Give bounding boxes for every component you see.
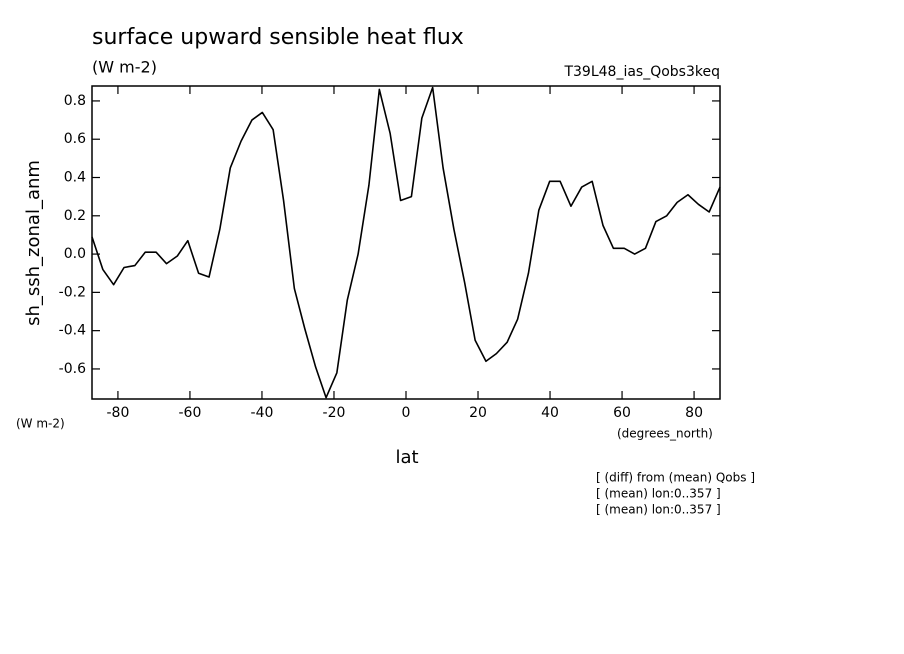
- x-tick-label: 80: [685, 405, 703, 421]
- y-tick-label: 0.6: [64, 131, 86, 147]
- y-tick-label: 0.4: [64, 170, 86, 186]
- x-tick-label: 40: [541, 405, 559, 421]
- y-tick-label: -0.2: [59, 284, 86, 300]
- x-axis-label: lat: [395, 447, 418, 468]
- y-tick-label: -0.6: [59, 361, 86, 377]
- x-tick-label: 20: [469, 405, 487, 421]
- subtitle: (W m-2): [92, 58, 157, 77]
- y-tick-label: 0.0: [64, 246, 86, 262]
- note: [ (diff) from (mean) Qobs ]: [596, 471, 755, 485]
- y-units: (W m-2): [16, 417, 65, 431]
- y-axis-label: sh_ssh_zonal_anm: [23, 160, 44, 326]
- x-tick-label: -20: [323, 405, 346, 421]
- note: [ (mean) lon:0..357 ]: [596, 487, 721, 501]
- x-units: (degrees_north): [617, 427, 713, 441]
- x-tick-label: 60: [613, 405, 631, 421]
- y-tick-label: 0.8: [64, 93, 86, 109]
- chart-title: surface upward sensible heat flux: [92, 25, 464, 50]
- run-label: T39L48_ias_Qobs3keq: [563, 64, 720, 80]
- x-tick-label: -40: [251, 405, 274, 421]
- data-line: [91, 86, 721, 399]
- x-tick-label: -60: [179, 405, 202, 421]
- note: [ (mean) lon:0..357 ]: [596, 503, 721, 517]
- x-tick-label: 0: [402, 405, 411, 421]
- y-tick-label: 0.2: [64, 208, 86, 224]
- y-tick-label: -0.4: [59, 323, 86, 339]
- x-tick-label: -80: [106, 405, 129, 421]
